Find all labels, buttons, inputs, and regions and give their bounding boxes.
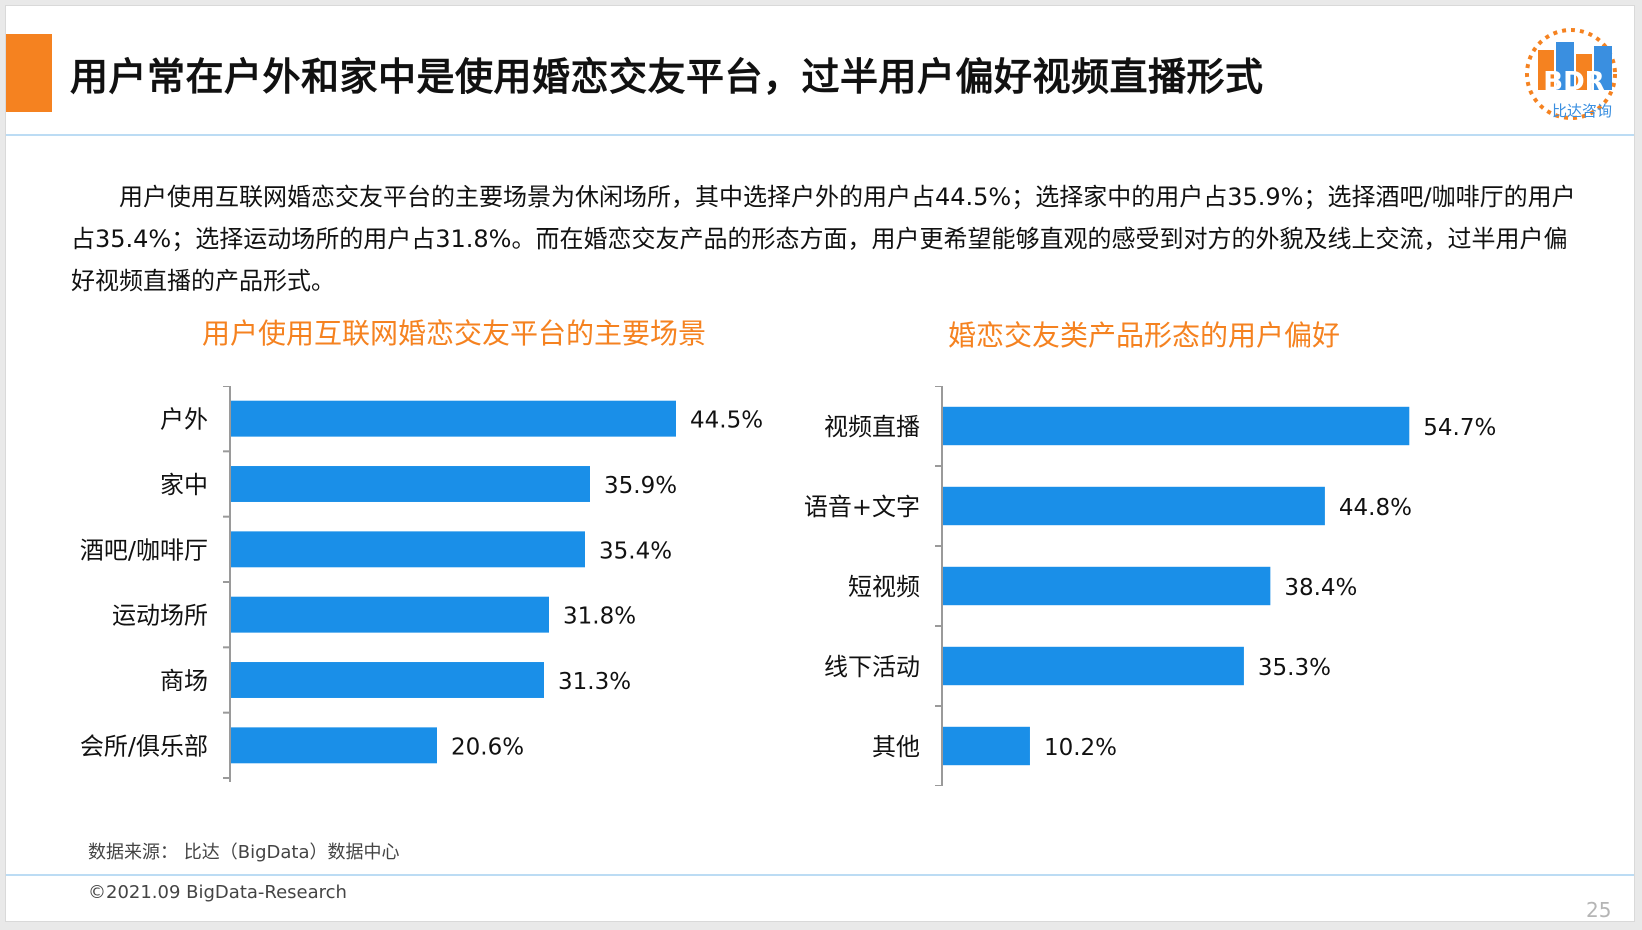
copyright: ©2021.09 BigData-Research — [88, 882, 347, 903]
slide-title: 用户常在户外和家中是使用婚恋交友平台，过半用户偏好视频直播形式 — [70, 55, 1264, 99]
right-chart-title: 婚恋交友类产品形态的用户偏好 — [948, 319, 1341, 352]
intro-paragraph: 用户使用互联网婚恋交友平台的主要场景为休闲场所，其中选择户外的用户占44.5%；… — [71, 183, 1576, 295]
title-accent-bar — [6, 34, 52, 112]
value-label: 35.4% — [599, 538, 672, 564]
category-label: 其他 — [872, 733, 920, 761]
bar — [231, 727, 437, 764]
value-label: 35.9% — [604, 473, 677, 499]
bar — [943, 726, 1030, 766]
form-bar-chart: 视频直播 54.7% 语音+文字 44.8% 短视频 38.4% 线下活动 35.3% 其他 10… — [804, 386, 1496, 786]
scene-bar-chart: 户外 44.5% 家中 35.9% 酒吧/咖啡厅 35.4% 运动场所 31.8% 商场 31.3… — [80, 386, 763, 782]
category-label: 会所/俱乐部 — [80, 732, 208, 760]
slide: 用户常在户外和家中是使用婚恋交友平台，过半用户偏好视频直播形式 BDR 比达咨询… — [5, 5, 1635, 922]
bar — [231, 596, 549, 633]
category-label: 运动场所 — [112, 602, 208, 630]
value-label: 44.8% — [1339, 495, 1412, 521]
left-chart-title: 用户使用互联网婚恋交友平台的主要场景 — [202, 317, 707, 350]
bar — [231, 466, 590, 502]
category-label: 线下活动 — [824, 653, 920, 681]
logo-text: BDR — [1543, 67, 1604, 97]
page-number: 25 — [1586, 898, 1612, 922]
value-label: 10.2% — [1044, 735, 1117, 761]
bar — [231, 662, 544, 698]
value-label: 20.6% — [451, 734, 524, 760]
bar — [943, 566, 1271, 606]
data-source: 数据来源： 比达（BigData）数据中心 — [88, 842, 400, 863]
bar — [231, 531, 585, 568]
value-label: 38.4% — [1284, 575, 1357, 601]
category-label: 短视频 — [848, 573, 920, 601]
category-label: 户外 — [160, 406, 208, 434]
category-label: 商场 — [160, 667, 208, 695]
value-label: 54.7% — [1423, 415, 1496, 441]
bar — [943, 406, 1410, 446]
bar — [943, 646, 1244, 686]
value-label: 31.3% — [558, 669, 631, 695]
bar — [231, 400, 676, 437]
category-label: 语音+文字 — [804, 493, 920, 521]
category-label: 酒吧/咖啡厅 — [80, 536, 208, 564]
footer-divider — [6, 874, 1634, 876]
category-label: 家中 — [160, 471, 208, 499]
value-label: 35.3% — [1258, 655, 1331, 681]
category-label: 视频直播 — [824, 413, 920, 441]
value-label: 31.8% — [563, 604, 636, 630]
logo-subtitle: 比达咨询 — [1552, 102, 1612, 120]
bar — [943, 486, 1325, 526]
value-label: 44.5% — [690, 408, 763, 434]
bdr-logo-icon: BDR 比达咨询 — [1525, 28, 1617, 120]
title-divider — [6, 134, 1634, 136]
